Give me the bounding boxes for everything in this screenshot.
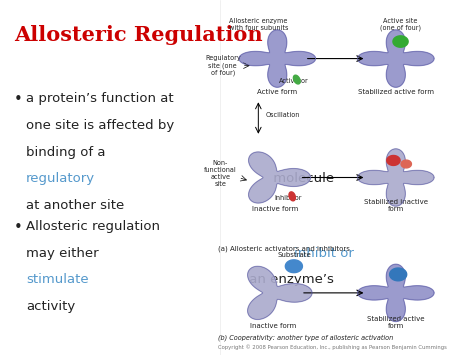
Text: •: • [14, 92, 23, 107]
Polygon shape [293, 75, 300, 84]
Text: stimulate: stimulate [26, 273, 89, 286]
Text: (b) Cooperativity: another type of allosteric activation: (b) Cooperativity: another type of allos… [218, 334, 393, 340]
Polygon shape [285, 260, 302, 273]
Polygon shape [357, 149, 434, 206]
Text: may either: may either [26, 247, 103, 260]
Polygon shape [357, 264, 434, 322]
Text: Substrate: Substrate [277, 252, 311, 258]
Polygon shape [239, 30, 316, 87]
Text: Oscillation: Oscillation [265, 112, 300, 118]
Polygon shape [248, 266, 312, 320]
Text: Allosteric Regulation: Allosteric Regulation [14, 25, 263, 45]
Text: activity: activity [26, 300, 75, 313]
Text: regulatory: regulatory [26, 172, 95, 185]
Text: Inactive form: Inactive form [250, 323, 297, 329]
Text: Active site
(one of four): Active site (one of four) [380, 18, 421, 31]
Polygon shape [401, 160, 411, 168]
Text: Inactive form: Inactive form [252, 206, 298, 212]
Text: at another site: at another site [26, 199, 124, 212]
Text: Allosteric regulation: Allosteric regulation [26, 220, 160, 233]
Text: Activator: Activator [279, 78, 309, 84]
Text: Stabilized active
form: Stabilized active form [367, 316, 425, 329]
Text: one site is affected by: one site is affected by [26, 119, 174, 132]
Text: Non-
functional
active
site: Non- functional active site [204, 160, 237, 187]
Polygon shape [390, 268, 407, 281]
Polygon shape [387, 155, 400, 165]
Text: an enzyme’s: an enzyme’s [245, 273, 334, 286]
Polygon shape [357, 30, 434, 87]
Text: a protein’s function at: a protein’s function at [26, 92, 173, 105]
Text: •: • [14, 220, 23, 235]
Text: Copyright © 2008 Pearson Education, Inc., publishing as Pearson Benjamin Cumming: Copyright © 2008 Pearson Education, Inc.… [218, 344, 447, 350]
Polygon shape [289, 192, 295, 201]
Text: Stabilized active form: Stabilized active form [358, 89, 434, 95]
Text: binding of a: binding of a [26, 146, 106, 159]
Text: Allosteric enzyme
with four subunits: Allosteric enzyme with four subunits [228, 18, 288, 31]
Text: Inhibitor: Inhibitor [274, 195, 301, 201]
Text: inhibit or: inhibit or [293, 247, 354, 260]
Text: Regulatory
site (one
of four): Regulatory site (one of four) [205, 55, 241, 76]
Text: molecule: molecule [269, 172, 334, 185]
Text: Stabilized inactive
form: Stabilized inactive form [364, 199, 428, 212]
Text: Active form: Active form [257, 89, 297, 95]
Polygon shape [393, 36, 408, 47]
Text: (a) Allosteric activators and inhibitors: (a) Allosteric activators and inhibitors [218, 245, 350, 252]
Polygon shape [249, 152, 310, 203]
